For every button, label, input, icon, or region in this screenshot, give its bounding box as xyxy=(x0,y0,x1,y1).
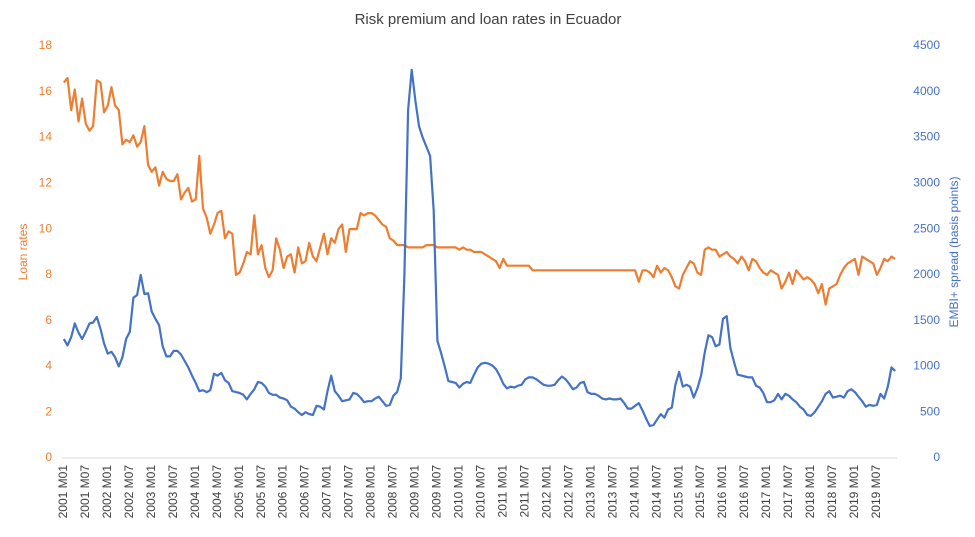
y2-tick-label: 3500 xyxy=(913,130,940,144)
x-tick-label: 2009 M07 xyxy=(430,465,444,519)
x-tick-label: 2001 M01 xyxy=(56,465,70,519)
x-tick-label: 2001 M07 xyxy=(78,465,92,519)
x-tick-label: 2019 M07 xyxy=(869,465,883,519)
x-tick-label: 2003 M01 xyxy=(144,465,158,519)
y2-tick-label: 4000 xyxy=(913,84,940,98)
y-tick-label: 10 xyxy=(39,221,53,235)
x-tick-label: 2009 M01 xyxy=(408,465,422,519)
x-tick-label: 2016 M01 xyxy=(715,465,729,519)
x-tick-label: 2011 M07 xyxy=(517,465,531,518)
x-tick-label: 2013 M07 xyxy=(605,465,619,519)
x-tick-label: 2003 M07 xyxy=(166,465,180,519)
y-tick-label: 8 xyxy=(45,267,52,281)
y2-tick-label: 500 xyxy=(920,404,940,418)
y2-tick-label: 1500 xyxy=(913,313,940,327)
x-tick-label: 2008 M07 xyxy=(386,465,400,519)
y-tick-label: 14 xyxy=(39,130,53,144)
x-tick-label: 2005 M01 xyxy=(232,465,246,519)
x-tick-label: 2018 M01 xyxy=(803,465,817,519)
y2-tick-label: 1000 xyxy=(913,359,940,373)
y2-tick-label: 2500 xyxy=(913,221,940,235)
x-tick-label: 2004 M01 xyxy=(188,465,202,519)
x-tick-label: 2005 M07 xyxy=(254,465,268,519)
x-tick-label: 2015 M07 xyxy=(693,465,707,519)
x-tick-label: 2006 M07 xyxy=(298,465,312,519)
y2-tick-label: 0 xyxy=(933,450,940,464)
y-tick-label: 0 xyxy=(45,450,52,464)
x-tick-label: 2007 M01 xyxy=(320,465,334,519)
x-tick-label: 2019 M01 xyxy=(847,465,861,519)
x-tick-label: 2006 M01 xyxy=(276,465,290,519)
x-tick-label: 2007 M07 xyxy=(342,465,356,519)
series-line xyxy=(62,68,896,428)
x-tick-label: 2004 M07 xyxy=(210,465,224,519)
series-line xyxy=(62,76,896,306)
x-tick-label: 2012 M01 xyxy=(539,465,553,519)
y2-tick-label: 4500 xyxy=(913,38,940,52)
y2-axis-label: EMBI+ spread (basis points) xyxy=(947,176,961,327)
x-tick-label: 2017 M07 xyxy=(781,465,795,519)
x-tick-label: 2016 M07 xyxy=(737,465,751,519)
y-axis-label: Loan rates xyxy=(16,224,30,281)
x-tick-label: 2014 M01 xyxy=(627,465,641,519)
y-tick-label: 16 xyxy=(39,84,53,98)
x-tick-label: 2017 M01 xyxy=(759,465,773,519)
x-tick-label: 2008 M01 xyxy=(364,465,378,519)
x-tick-label: 2012 M07 xyxy=(561,465,575,519)
y-tick-label: 6 xyxy=(45,313,52,327)
y-tick-label: 4 xyxy=(45,359,52,373)
chart-title: Risk premium and loan rates in Ecuador xyxy=(355,11,622,28)
y2-tick-label: 3000 xyxy=(913,176,940,190)
y-tick-label: 2 xyxy=(45,404,52,418)
x-tick-label: 2010 M07 xyxy=(474,465,488,519)
x-tick-label: 2002 M07 xyxy=(122,465,136,519)
x-tick-label: 2002 M01 xyxy=(100,465,114,519)
x-tick-label: 2011 M01 xyxy=(495,465,509,518)
x-tick-label: 2015 M01 xyxy=(671,465,685,519)
x-tick-label: 2018 M07 xyxy=(825,465,839,519)
y-tick-label: 18 xyxy=(39,38,53,52)
x-tick-label: 2013 M01 xyxy=(583,465,597,519)
x-tick-label: 2010 M01 xyxy=(452,465,466,519)
y2-tick-label: 2000 xyxy=(913,267,940,281)
y-tick-label: 12 xyxy=(39,176,53,190)
x-tick-label: 2014 M07 xyxy=(649,465,663,519)
